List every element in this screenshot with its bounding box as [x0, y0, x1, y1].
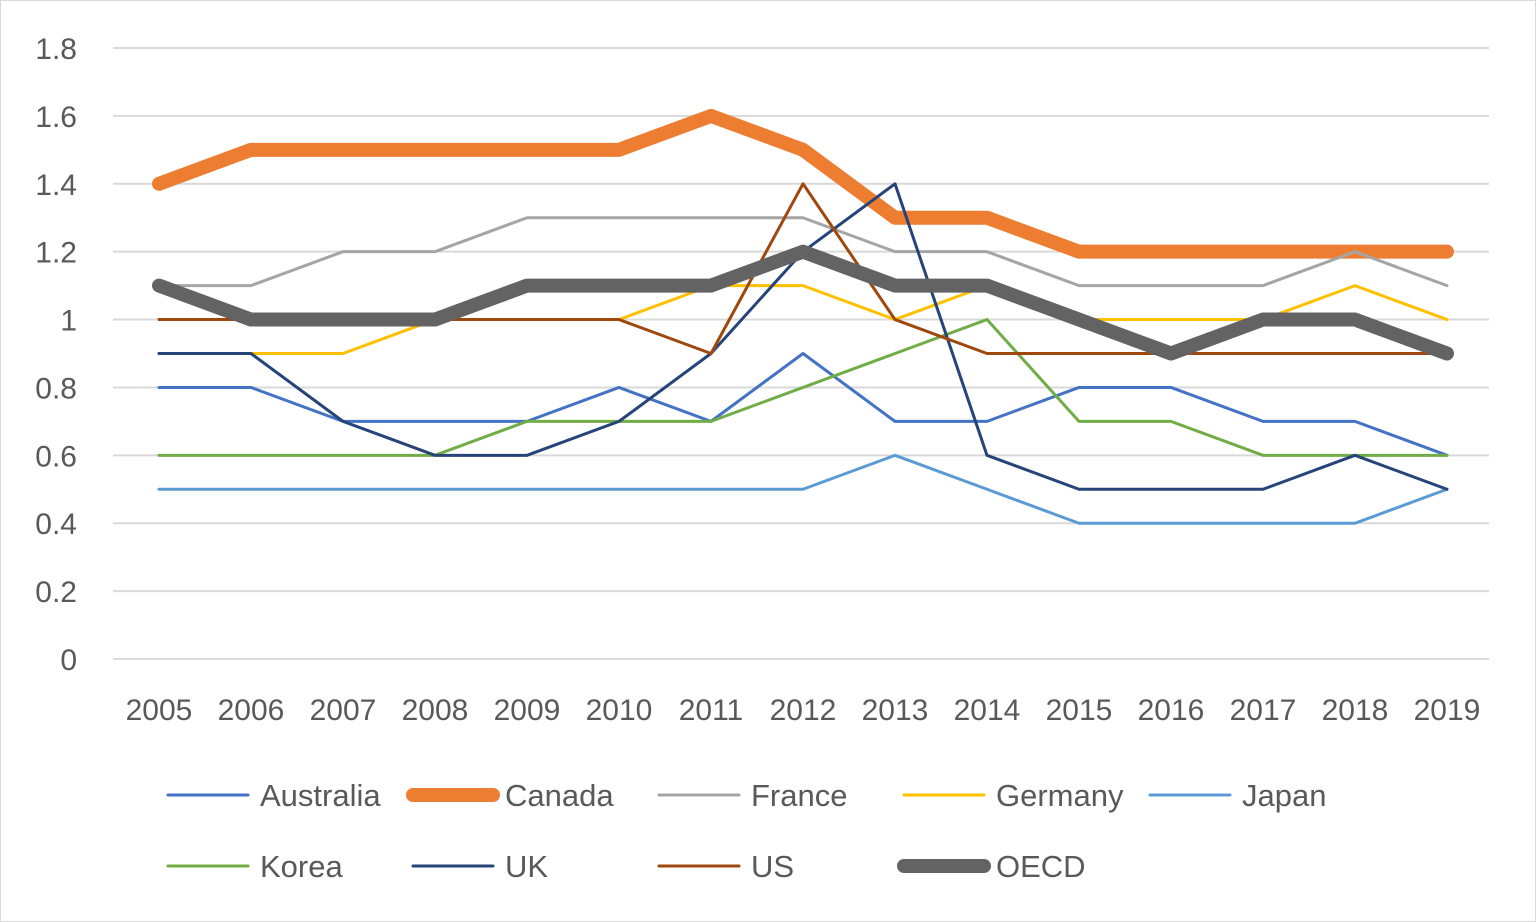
legend-label-us: US [751, 849, 794, 884]
legend-label-france: France [751, 778, 847, 813]
x-tick-label: 2006 [218, 694, 285, 727]
legend-label-oecd: OECD [996, 849, 1086, 884]
y-tick-label: 0.6 [35, 440, 77, 473]
legend-item-us: US [657, 849, 794, 884]
series-line-japan [157, 453, 1449, 525]
legend-item-france: France [657, 778, 847, 813]
x-axis-tick-labels: 2005 2006 2007 2008 2009 2010 2011 2012 2013 2014… [126, 694, 1481, 727]
x-tick-label: 2010 [586, 694, 653, 727]
x-tick-label: 2016 [1138, 694, 1205, 727]
x-tick-label: 2009 [494, 694, 561, 727]
legend-item-oecd: OECD [897, 849, 1086, 884]
x-tick-label: 2015 [1046, 694, 1113, 727]
x-tick-label: 2005 [126, 694, 193, 727]
series-line-korea [157, 318, 1449, 457]
series-line-australia [157, 352, 1449, 457]
series-lines [152, 108, 1454, 525]
x-tick-label: 2011 [679, 694, 744, 727]
y-tick-label: 1.2 [35, 237, 77, 270]
legend-label-canada: Canada [505, 778, 614, 813]
y-tick-label: 1.6 [35, 101, 77, 134]
y-tick-label: 0.4 [35, 508, 77, 541]
y-tick-label: 1 [60, 305, 77, 338]
legend-item-australia: Australia [166, 778, 381, 813]
y-tick-label: 0.2 [35, 576, 77, 609]
series-line-france [157, 216, 1449, 288]
series-line-oecd [152, 244, 1454, 361]
legend-label-australia: Australia [260, 778, 381, 813]
x-tick-label: 2014 [954, 694, 1021, 727]
legend-item-canada: Canada [406, 778, 614, 813]
x-tick-label: 2018 [1322, 694, 1389, 727]
y-tick-label: 0.8 [35, 372, 77, 405]
y-tick-label: 1.4 [35, 169, 77, 202]
x-tick-label: 2007 [310, 694, 377, 727]
legend-item-korea: Korea [166, 849, 343, 884]
x-tick-label: 2017 [1230, 694, 1297, 727]
legend-item-germany: Germany [902, 778, 1124, 813]
y-tick-label: 0 [60, 644, 77, 677]
series-line-germany [157, 284, 1449, 355]
x-tick-label: 2019 [1414, 694, 1481, 727]
legend-label-korea: Korea [260, 849, 343, 884]
series-line-canada [152, 108, 1454, 259]
y-tick-label: 1.8 [35, 33, 77, 66]
x-tick-label: 2013 [862, 694, 929, 727]
legend: Australia Canada France Germany Japan Korea UK… [166, 778, 1326, 884]
legend-item-uk: UK [411, 849, 548, 884]
x-tick-label: 2008 [402, 694, 469, 727]
legend-item-japan: Japan [1148, 778, 1326, 813]
legend-label-japan: Japan [1242, 778, 1326, 813]
legend-label-germany: Germany [996, 778, 1124, 813]
x-tick-label: 2012 [770, 694, 837, 727]
series-line-uk [157, 182, 1449, 491]
y-axis-tick-labels: 0 0.2 0.4 0.6 0.8 1 1.2 1.4 1.6 1.8 [35, 33, 77, 677]
legend-label-uk: UK [505, 849, 548, 884]
